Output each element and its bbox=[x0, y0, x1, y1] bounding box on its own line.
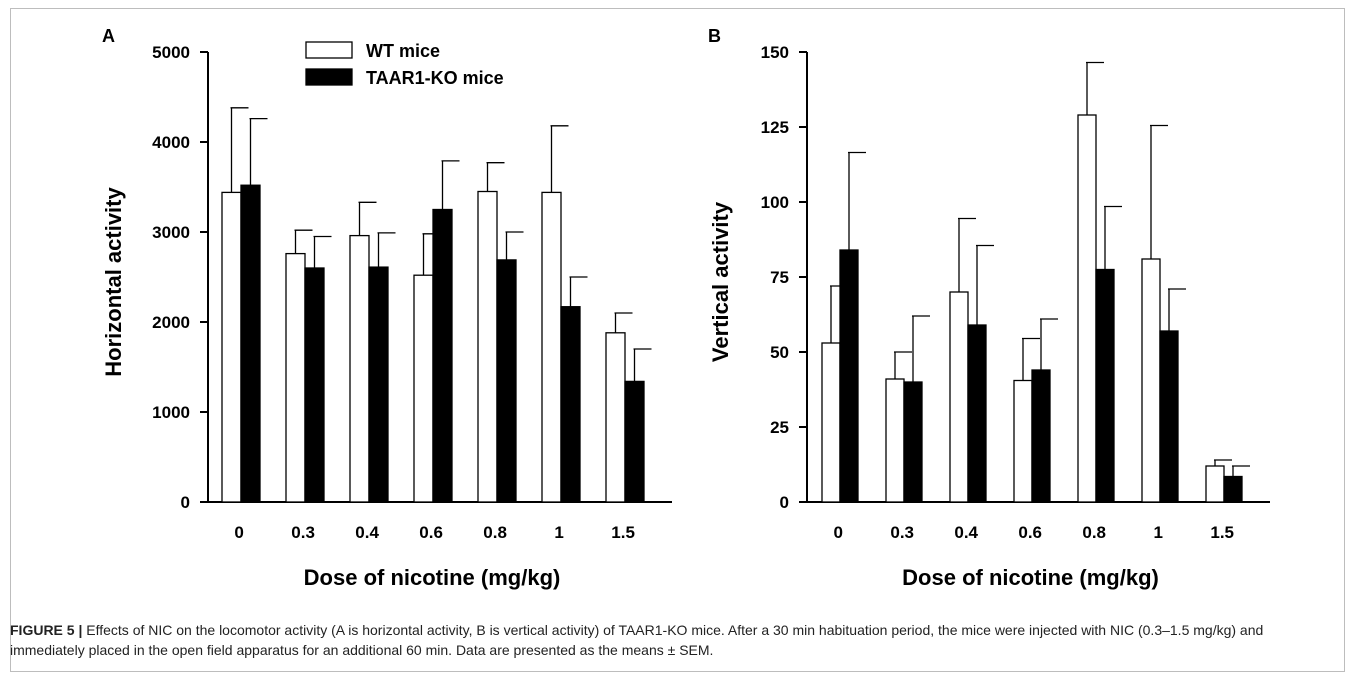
panel-letter: B bbox=[708, 26, 721, 46]
y-tick-label: 1000 bbox=[152, 403, 190, 422]
bar-wt bbox=[1013, 379, 1033, 503]
bar-wt bbox=[221, 191, 242, 503]
y-tick-label: 0 bbox=[780, 493, 789, 512]
panel-a: A 0 1000 2000 3000 4000 5000 0 0.3 0.4 0.6 0.8 1 1.5 D… bbox=[101, 26, 672, 590]
x-tick-label: 1 bbox=[554, 523, 563, 542]
y-tick-label: 150 bbox=[761, 43, 789, 62]
bar-ko bbox=[903, 381, 923, 503]
x-tick-label: 0.4 bbox=[954, 523, 978, 542]
x-axis-title: Dose of nicotine (mg/kg) bbox=[902, 565, 1159, 590]
panel-b: B 0 25 50 75 100 125 150 0 0.3 0.4 0.6 0.8 1 1.5 Dose o… bbox=[708, 26, 1270, 590]
bar-ko bbox=[368, 266, 389, 503]
x-tick-label: 0.8 bbox=[483, 523, 507, 542]
y-tick-label: 25 bbox=[770, 418, 789, 437]
x-tick-label: 1 bbox=[1153, 523, 1162, 542]
bar-ko bbox=[1095, 268, 1115, 503]
x-tick-label: 1.5 bbox=[611, 523, 635, 542]
y-axis-title: Vertical activity bbox=[708, 201, 733, 362]
bar-ko bbox=[432, 208, 453, 503]
x-tick-label: 0.4 bbox=[355, 523, 379, 542]
bar-wt bbox=[1141, 258, 1161, 503]
legend-swatch-ko bbox=[305, 68, 353, 86]
x-tick-label: 0 bbox=[234, 523, 243, 542]
bar-ko bbox=[1159, 330, 1179, 503]
bar-ko bbox=[496, 259, 517, 503]
bar-wt bbox=[605, 332, 626, 503]
bar-wt bbox=[821, 342, 841, 503]
legend-label: WT mice bbox=[366, 41, 440, 61]
x-tick-label: 0.3 bbox=[291, 523, 315, 542]
x-axis-title: Dose of nicotine (mg/kg) bbox=[304, 565, 561, 590]
caption-lead: FIGURE 5 | bbox=[10, 622, 83, 638]
caption-text: Effects of NIC on the locomotor activity… bbox=[10, 622, 1264, 658]
y-tick-label: 75 bbox=[770, 268, 789, 287]
y-tick-label: 0 bbox=[181, 493, 190, 512]
bar-wt bbox=[413, 274, 434, 503]
bar-wt bbox=[1205, 465, 1225, 503]
x-tick-label: 0 bbox=[833, 523, 842, 542]
bar-wt bbox=[285, 252, 306, 503]
bar-wt bbox=[885, 378, 905, 503]
x-tick-label: 1.5 bbox=[1210, 523, 1234, 542]
x-tick-label: 0.8 bbox=[1082, 523, 1106, 542]
bar-ko bbox=[839, 249, 859, 503]
y-tick-label: 125 bbox=[761, 118, 789, 137]
bar-ko bbox=[304, 267, 325, 503]
bar-ko bbox=[1031, 369, 1051, 503]
bar-ko bbox=[560, 306, 581, 503]
y-tick-label: 4000 bbox=[152, 133, 190, 152]
y-tick-label: 3000 bbox=[152, 223, 190, 242]
bar-wt bbox=[477, 190, 498, 503]
y-tick-label: 100 bbox=[761, 193, 789, 212]
bar-ko bbox=[967, 324, 987, 503]
bar-wt bbox=[349, 234, 370, 503]
figure-caption: FIGURE 5 | Effects of NIC on the locomot… bbox=[10, 620, 1330, 660]
x-tick-label: 0.3 bbox=[890, 523, 914, 542]
panel-letter: A bbox=[102, 26, 115, 46]
y-tick-label: 50 bbox=[770, 343, 789, 362]
bar-ko bbox=[624, 380, 645, 503]
y-tick-label: 5000 bbox=[152, 43, 190, 62]
x-tick-label: 0.6 bbox=[419, 523, 443, 542]
y-axis-title: Horizontal activity bbox=[101, 186, 126, 376]
bar-wt bbox=[541, 191, 562, 503]
bar-wt bbox=[1077, 114, 1097, 503]
x-tick-label: 0.6 bbox=[1018, 523, 1042, 542]
bar-ko bbox=[240, 184, 261, 503]
legend-label: TAAR1-KO mice bbox=[366, 68, 504, 88]
bar-ko bbox=[1223, 475, 1243, 503]
y-tick-label: 2000 bbox=[152, 313, 190, 332]
legend-swatch-wt bbox=[305, 41, 353, 59]
bar-wt bbox=[949, 291, 969, 503]
